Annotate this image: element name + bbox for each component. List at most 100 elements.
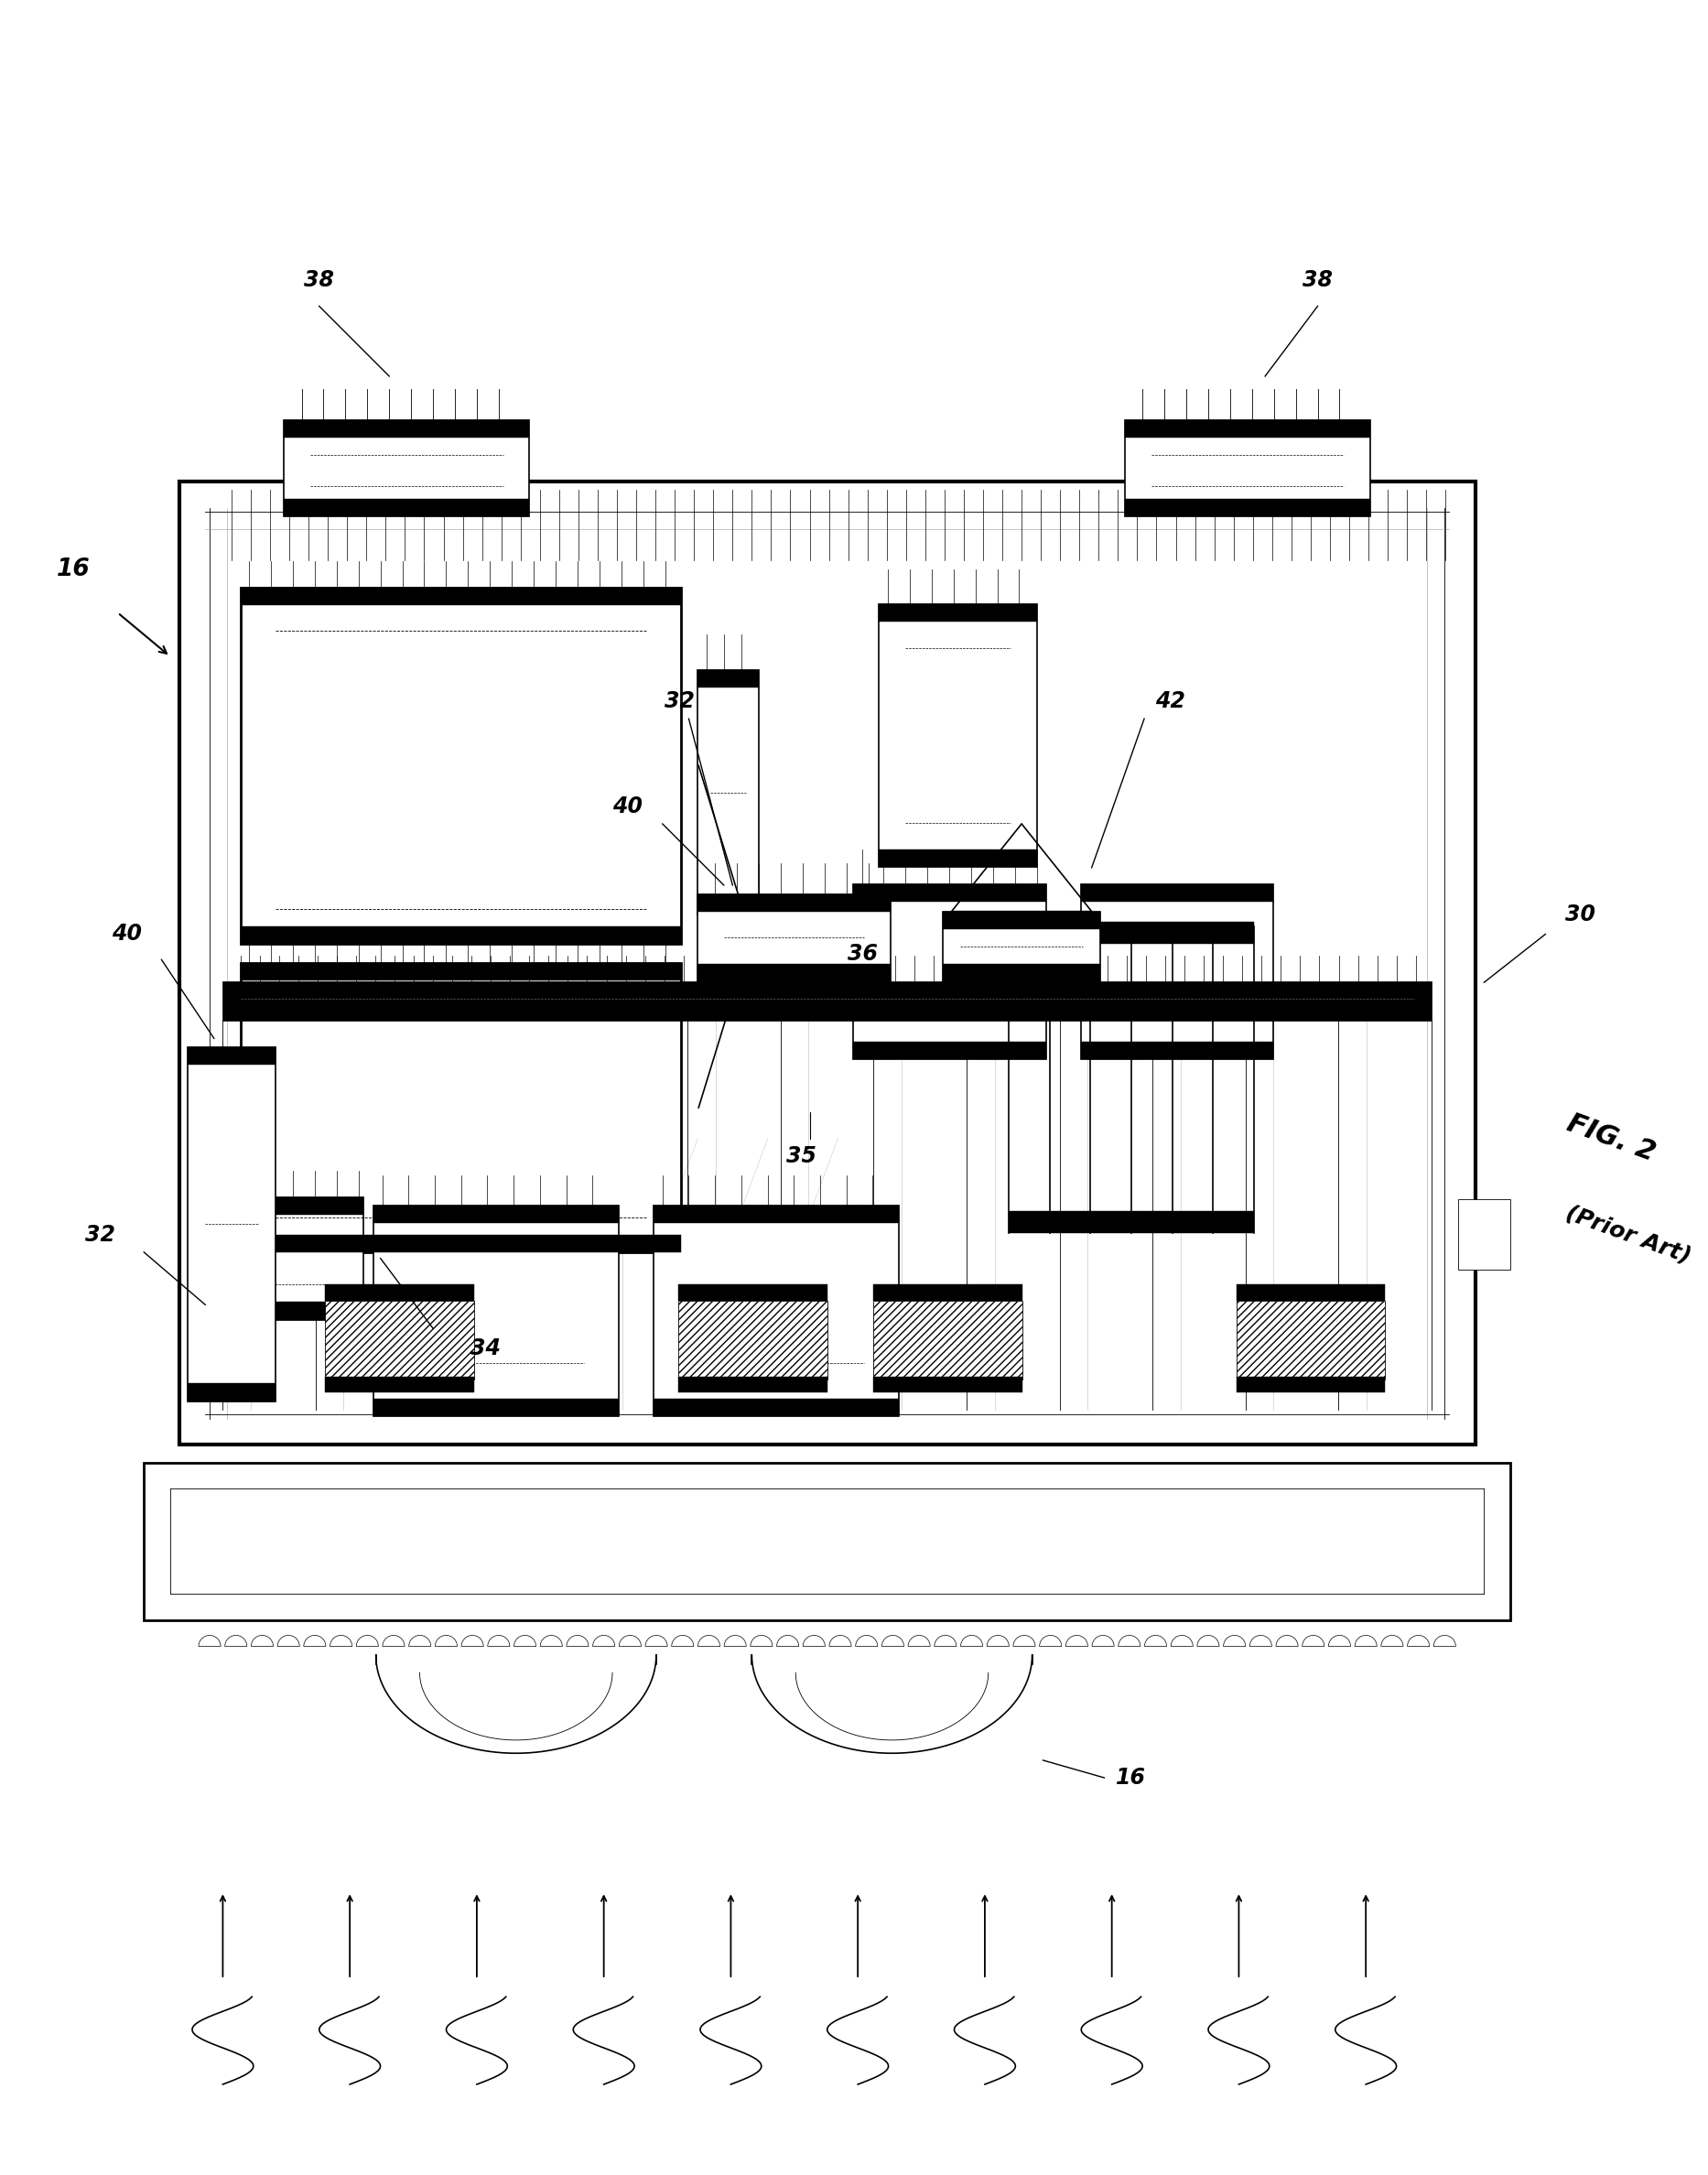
Wedge shape xyxy=(540,1636,562,1646)
Bar xyxy=(943,964,1100,981)
Wedge shape xyxy=(646,1636,668,1646)
Bar xyxy=(1081,885,1274,1059)
Wedge shape xyxy=(198,1636,220,1646)
Wedge shape xyxy=(383,1636,405,1646)
Bar xyxy=(374,1205,618,1222)
Text: 16: 16 xyxy=(56,557,91,581)
Wedge shape xyxy=(987,1636,1009,1646)
Text: 36: 36 xyxy=(847,944,878,966)
Bar xyxy=(1081,1042,1274,1059)
Wedge shape xyxy=(856,1636,878,1646)
Bar xyxy=(325,1301,473,1379)
Bar xyxy=(1009,1211,1254,1233)
Bar xyxy=(880,605,1037,622)
Wedge shape xyxy=(408,1636,430,1646)
Wedge shape xyxy=(1040,1636,1062,1646)
Bar xyxy=(241,927,681,944)
Bar xyxy=(241,1235,681,1253)
Wedge shape xyxy=(461,1636,483,1646)
Wedge shape xyxy=(225,1636,248,1646)
Text: 35: 35 xyxy=(786,1144,816,1166)
Wedge shape xyxy=(830,1636,851,1646)
Wedge shape xyxy=(699,1636,721,1646)
Bar xyxy=(874,1377,1023,1392)
Wedge shape xyxy=(514,1636,536,1646)
Bar xyxy=(654,1399,898,1416)
Bar xyxy=(678,1377,827,1392)
Wedge shape xyxy=(724,1636,746,1646)
Text: 38: 38 xyxy=(1303,270,1332,291)
Bar xyxy=(179,481,1476,1444)
Bar xyxy=(284,420,529,437)
Wedge shape xyxy=(1066,1636,1088,1646)
Bar xyxy=(1126,420,1370,437)
Bar xyxy=(241,1196,362,1320)
Wedge shape xyxy=(1223,1636,1245,1646)
Bar xyxy=(654,1205,898,1416)
Bar xyxy=(241,587,681,944)
Wedge shape xyxy=(593,1636,615,1646)
Wedge shape xyxy=(1382,1636,1404,1646)
Bar xyxy=(697,894,890,981)
Bar xyxy=(188,1046,275,1401)
Wedge shape xyxy=(251,1636,273,1646)
Bar xyxy=(697,894,890,911)
Wedge shape xyxy=(304,1636,326,1646)
Bar xyxy=(188,1383,275,1401)
Text: 32: 32 xyxy=(664,689,695,711)
Bar xyxy=(241,587,681,605)
Wedge shape xyxy=(567,1636,589,1646)
Text: 34: 34 xyxy=(470,1338,500,1359)
Wedge shape xyxy=(934,1636,956,1646)
Wedge shape xyxy=(750,1636,772,1646)
Text: 40: 40 xyxy=(613,796,642,818)
Bar xyxy=(241,1196,362,1214)
Wedge shape xyxy=(1276,1636,1298,1646)
Wedge shape xyxy=(777,1636,799,1646)
Text: 32: 32 xyxy=(85,1225,114,1246)
Wedge shape xyxy=(1301,1636,1324,1646)
Bar xyxy=(222,981,1431,1020)
Text: 42: 42 xyxy=(1155,689,1185,711)
Bar xyxy=(874,1285,1023,1301)
Text: 38: 38 xyxy=(304,270,335,291)
Text: 30: 30 xyxy=(1565,905,1595,927)
Wedge shape xyxy=(671,1636,693,1646)
Bar xyxy=(697,898,758,916)
Wedge shape xyxy=(1119,1636,1141,1646)
Bar xyxy=(143,1462,1510,1620)
Bar xyxy=(284,498,529,515)
Wedge shape xyxy=(803,1636,825,1646)
Bar xyxy=(943,911,1100,981)
Text: 40: 40 xyxy=(111,922,142,944)
Bar xyxy=(1237,1285,1385,1301)
Bar xyxy=(852,885,1045,903)
Bar xyxy=(1459,1201,1510,1270)
Wedge shape xyxy=(1091,1636,1114,1646)
Bar xyxy=(1237,1377,1385,1392)
Bar xyxy=(1126,420,1370,515)
Bar xyxy=(880,605,1037,868)
Bar xyxy=(1009,922,1254,944)
Wedge shape xyxy=(1013,1636,1035,1646)
Bar xyxy=(1237,1301,1385,1379)
Bar xyxy=(943,911,1100,929)
Text: FIG. 2: FIG. 2 xyxy=(1563,1109,1658,1166)
Bar xyxy=(697,670,758,687)
Bar xyxy=(325,1377,473,1392)
Wedge shape xyxy=(436,1636,458,1646)
Wedge shape xyxy=(1354,1636,1377,1646)
Text: (Prior Art): (Prior Art) xyxy=(1563,1203,1694,1268)
Wedge shape xyxy=(618,1636,640,1646)
Bar xyxy=(241,964,681,981)
Bar xyxy=(325,1285,473,1301)
Bar xyxy=(880,848,1037,868)
Bar xyxy=(241,1303,362,1320)
Bar xyxy=(241,964,681,1253)
Bar xyxy=(1126,498,1370,515)
Bar xyxy=(374,1399,618,1416)
Bar xyxy=(697,670,758,916)
Bar xyxy=(188,1046,275,1066)
Bar xyxy=(654,1205,898,1222)
Wedge shape xyxy=(1329,1636,1351,1646)
